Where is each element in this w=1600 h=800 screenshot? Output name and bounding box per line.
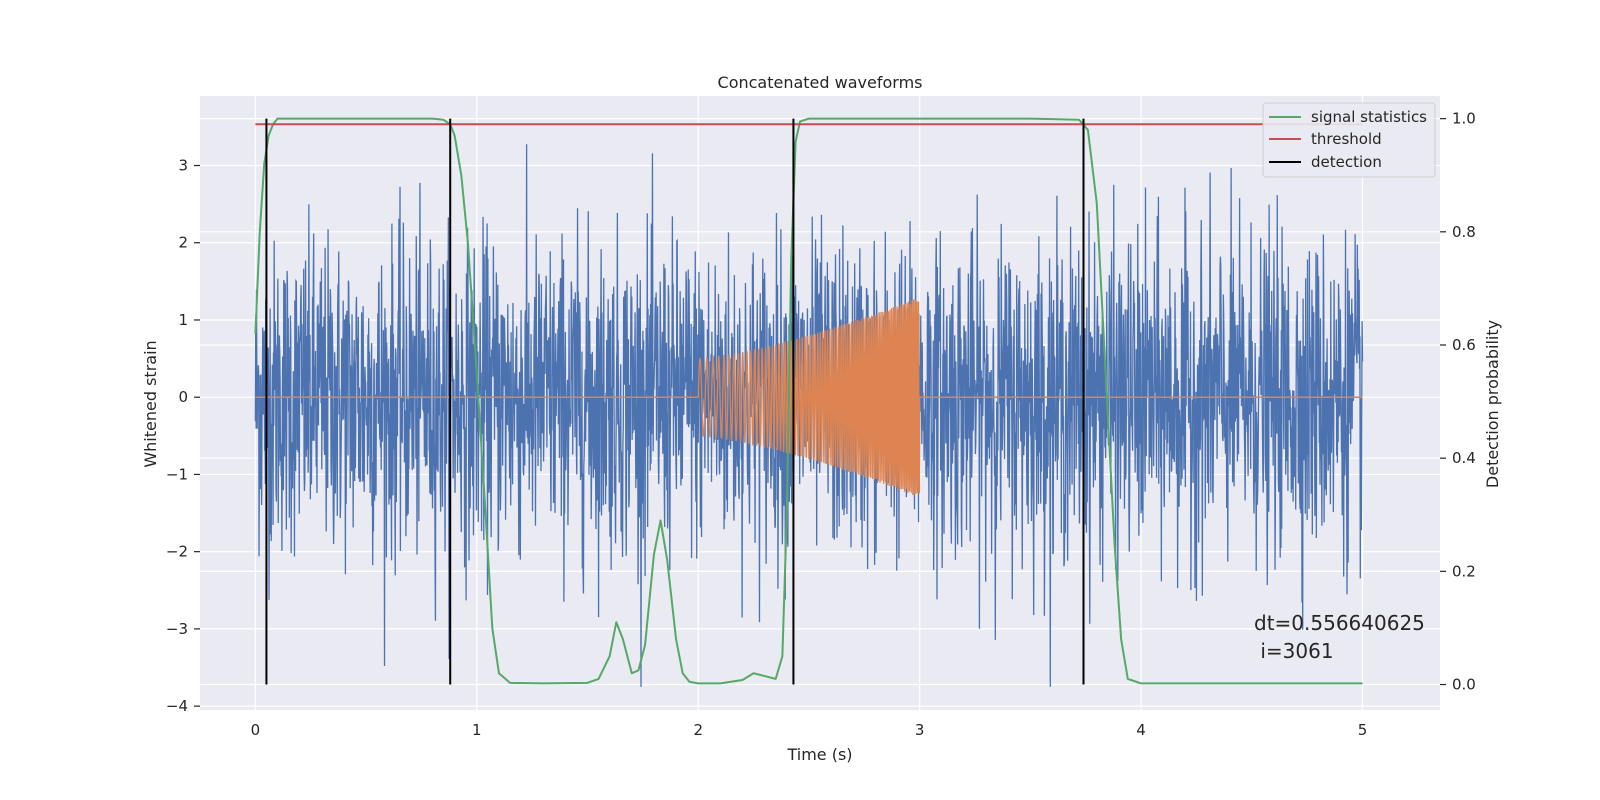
- legend-label-detection: detection: [1311, 153, 1382, 171]
- y-left-tick-label-7: 3: [178, 157, 188, 175]
- x-tick-label-4: 4: [1136, 721, 1146, 739]
- x-axis-ticks: 0 1 2 3 4 5: [251, 721, 1368, 739]
- y-left-tick-label-1: −3: [166, 620, 188, 638]
- y-left-tick-label-6: 2: [178, 234, 188, 252]
- detection-lines: [265, 118, 1085, 685]
- y-right-tick-label-3: 0.6: [1452, 336, 1476, 354]
- y-left-tick-label-2: −2: [166, 543, 188, 561]
- x-tick-label-3: 3: [915, 721, 925, 739]
- y-right-tick-label-0: 0.0: [1452, 676, 1476, 694]
- y-right-tick-label-4: 0.8: [1452, 223, 1476, 241]
- chirp-waveform: [697, 299, 921, 495]
- x-tick-label-5: 5: [1358, 721, 1368, 739]
- y-right-tick-label-1: 0.2: [1452, 562, 1476, 580]
- x-tick-label-2: 2: [693, 721, 703, 739]
- signal-statistics-series: [254, 117, 1363, 685]
- y-left-tick-label-5: 1: [178, 311, 188, 329]
- y-left-axis-ticks: −4 −3 −2 −1 0 1 2 3: [166, 157, 200, 715]
- legend-box: [1262, 102, 1436, 178]
- y-right-tick-label-2: 0.4: [1452, 449, 1476, 467]
- y-left-tick-label-4: 0: [178, 388, 188, 406]
- y-left-tick-label-0: −4: [166, 697, 188, 715]
- legend: signal statistics threshold detection: [1262, 102, 1436, 178]
- x-tick-label-1: 1: [472, 721, 482, 739]
- y-right-tick-label-5: 1.0: [1452, 110, 1476, 128]
- x-axis-label: Time (s): [786, 745, 852, 764]
- x-tick-label-0: 0: [251, 721, 261, 739]
- y-right-axis-label: Detection probability: [1483, 320, 1502, 488]
- annotation-i: i=3061: [1254, 639, 1334, 663]
- y-right-axis-ticks: 0.0 0.2 0.4 0.6 0.8 1.0: [1440, 110, 1476, 694]
- y-left-axis-label: Whitened strain: [141, 340, 160, 467]
- legend-label-signal-statistics: signal statistics: [1311, 108, 1427, 126]
- annotation-dt: dt=0.556640625: [1254, 611, 1425, 635]
- signal-statistics-line: [254, 117, 1363, 685]
- chirp-signal-series: [255, 299, 1363, 495]
- legend-label-threshold: threshold: [1311, 130, 1382, 148]
- y-left-tick-label-3: −1: [166, 465, 188, 483]
- chart-title: Concatenated waveforms: [718, 73, 923, 92]
